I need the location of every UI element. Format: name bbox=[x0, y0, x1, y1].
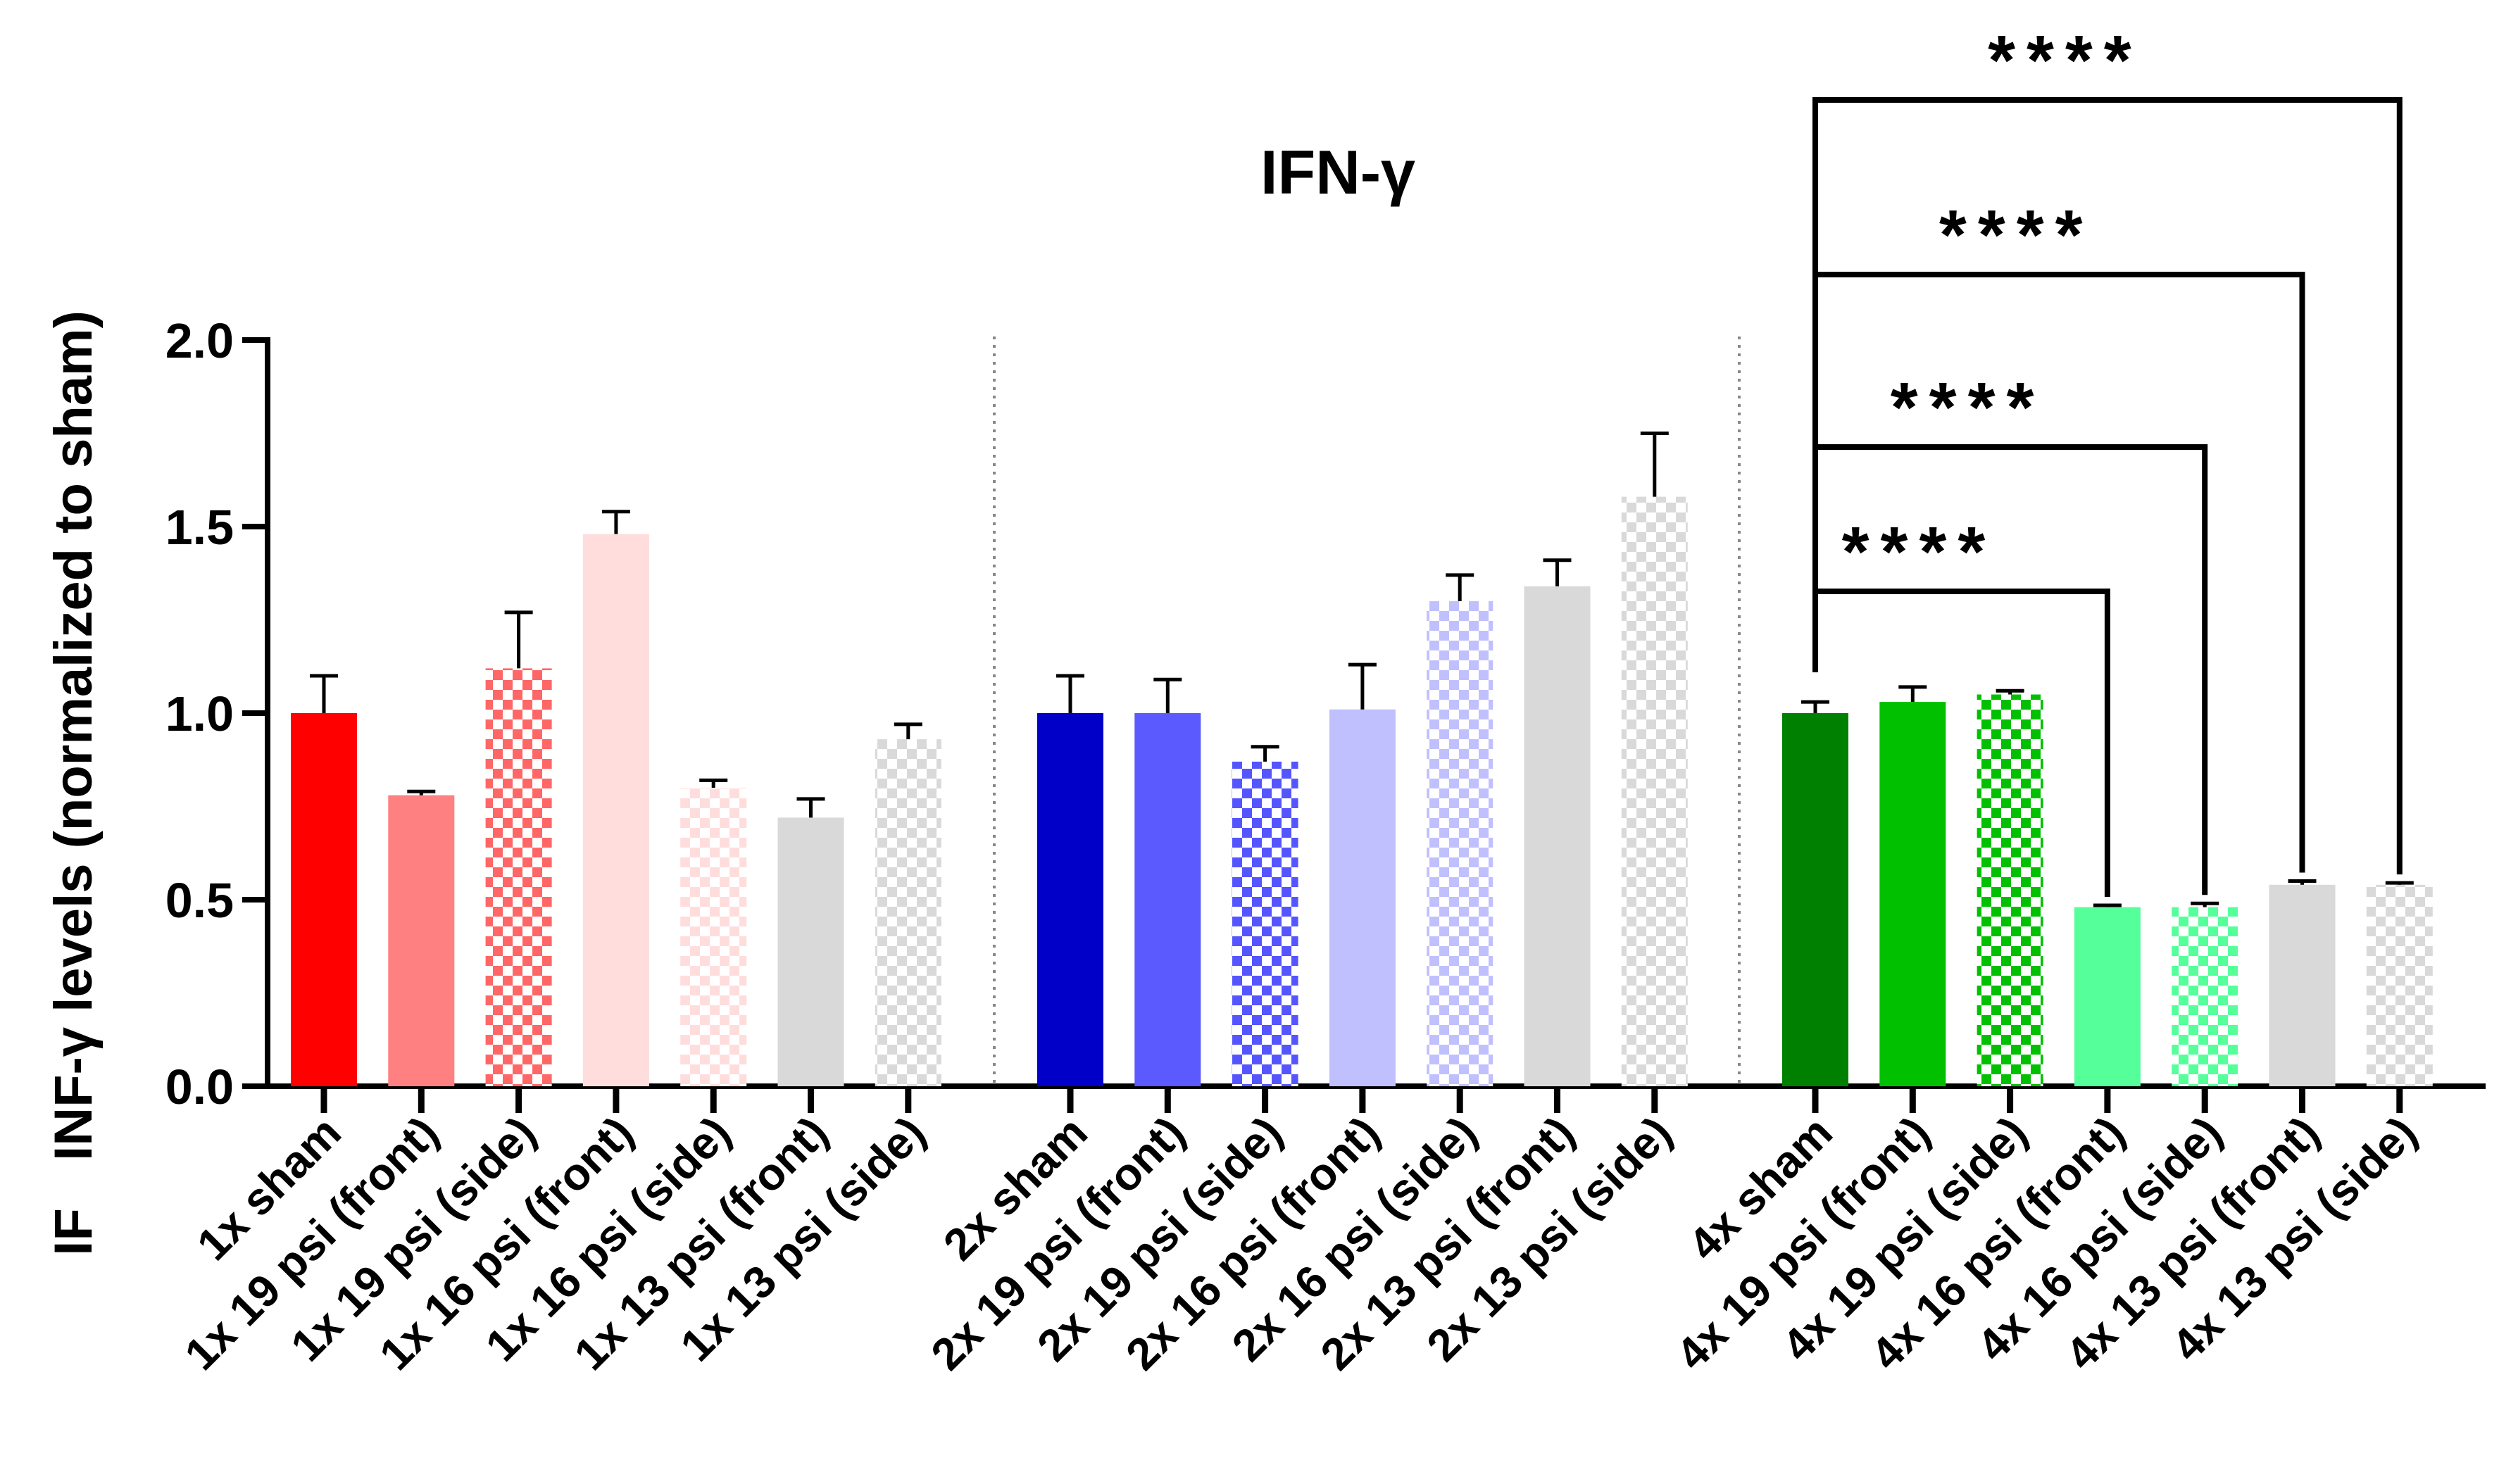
y-tick-label: 0.0 bbox=[165, 1059, 234, 1114]
y-tick-label: 0.5 bbox=[165, 873, 234, 928]
bar bbox=[485, 668, 552, 1086]
significance-bracket bbox=[1812, 589, 2110, 897]
bars bbox=[291, 432, 2433, 1086]
bar bbox=[1329, 709, 1396, 1086]
y-axis-label: INF-γ levels (normalized to sham) bbox=[44, 310, 104, 1161]
significance-bracket bbox=[1812, 97, 2403, 875]
y-tick-label: 1.0 bbox=[165, 686, 234, 741]
bar bbox=[1621, 496, 1688, 1086]
y-tick-label: 1.5 bbox=[165, 500, 234, 555]
bar bbox=[1134, 713, 1201, 1086]
chart-title: IFN-γ bbox=[1260, 137, 1415, 207]
bar bbox=[2074, 907, 2141, 1086]
bar bbox=[1977, 694, 2043, 1086]
significance-label: **** bbox=[1891, 368, 2046, 447]
bar bbox=[875, 739, 941, 1086]
bar bbox=[2269, 884, 2336, 1086]
bar bbox=[1524, 586, 1591, 1086]
significance-label: **** bbox=[1939, 196, 2094, 275]
bar bbox=[680, 788, 747, 1086]
significance-label: **** bbox=[1988, 21, 2143, 100]
bar bbox=[2366, 884, 2433, 1086]
bar bbox=[2172, 907, 2238, 1086]
bar bbox=[388, 795, 455, 1086]
bar bbox=[291, 713, 357, 1086]
bar bbox=[1427, 601, 1493, 1086]
bar bbox=[1232, 761, 1298, 1086]
bar bbox=[777, 817, 844, 1086]
bar bbox=[582, 534, 649, 1086]
bar bbox=[1037, 713, 1103, 1086]
bar bbox=[1782, 713, 1848, 1086]
significance-brackets: **** **** **** **** bbox=[1812, 21, 2403, 897]
significance-label: **** bbox=[1842, 513, 1997, 591]
y-axis-label-prefix: IF bbox=[44, 1208, 104, 1256]
y-tick-label: 2.0 bbox=[165, 313, 234, 368]
bar bbox=[1879, 702, 1946, 1086]
